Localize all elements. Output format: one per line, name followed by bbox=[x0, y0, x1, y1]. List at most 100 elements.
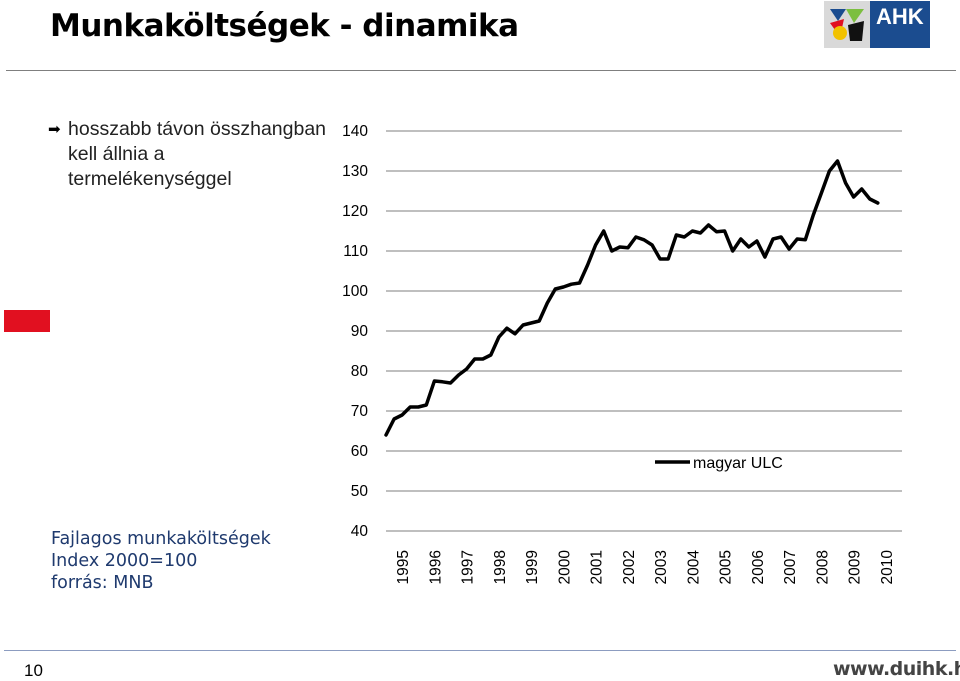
data-point bbox=[732, 250, 734, 252]
data-point bbox=[651, 244, 653, 246]
data-point bbox=[401, 414, 403, 416]
x-tick-label-1998: 1998 bbox=[492, 550, 509, 584]
gridlines bbox=[386, 130, 902, 532]
footer-divider bbox=[4, 650, 956, 651]
y-tick-label-140: 140 bbox=[342, 123, 368, 140]
x-tick-label-2002: 2002 bbox=[621, 550, 638, 584]
data-point bbox=[627, 247, 629, 249]
chart-legend: magyar ULC bbox=[655, 455, 783, 472]
data-point bbox=[522, 324, 524, 326]
data-point bbox=[498, 336, 500, 338]
data-point bbox=[643, 239, 645, 241]
data-point bbox=[748, 246, 750, 248]
data-point bbox=[385, 434, 387, 436]
caption-line-3: forrás: MNB bbox=[51, 573, 154, 593]
data-point bbox=[812, 214, 814, 216]
data-point bbox=[587, 264, 589, 266]
arrow-right-icon: ➡ bbox=[48, 121, 61, 138]
x-tick-label-1997: 1997 bbox=[460, 550, 477, 584]
data-point bbox=[796, 238, 798, 240]
x-tick-label-2000: 2000 bbox=[556, 550, 573, 585]
x-tick-label-2010: 2010 bbox=[879, 550, 896, 585]
y-tick-label-40: 40 bbox=[351, 523, 369, 540]
legend-label-0: magyar ULC bbox=[693, 455, 783, 472]
chart-caption: Fajlagos munkaköltségek Index 2000=100 f… bbox=[51, 528, 271, 594]
x-axis-ticks: 1995 1996 1997 1998 1999 2000 2001 2002 2003 2004… bbox=[395, 550, 896, 585]
x-tick-label-2009: 2009 bbox=[847, 550, 864, 584]
y-axis-ticks: 40 50 60 70 80 90 100 110 120 130 140 bbox=[342, 123, 368, 540]
data-point bbox=[595, 244, 597, 246]
series-line-0 bbox=[384, 159, 880, 437]
data-point bbox=[570, 283, 573, 285]
logo-mark bbox=[824, 1, 870, 48]
x-tick-label-2001: 2001 bbox=[589, 550, 606, 584]
data-point bbox=[441, 381, 443, 383]
data-point bbox=[724, 230, 726, 232]
data-point bbox=[425, 404, 427, 406]
x-tick-label-2004: 2004 bbox=[685, 550, 702, 585]
data-point bbox=[482, 358, 484, 360]
x-tick-label-2005: 2005 bbox=[718, 550, 735, 584]
y-tick-label-70: 70 bbox=[351, 403, 369, 420]
data-point bbox=[554, 288, 556, 290]
ulc-line-chart: 40 50 60 70 80 90 100 110 120 130 140 1995 1996 1997… bbox=[342, 123, 902, 585]
data-point bbox=[538, 320, 540, 322]
data-point bbox=[804, 239, 806, 241]
data-point bbox=[845, 182, 847, 184]
data-point bbox=[466, 368, 468, 370]
logo-text: AHK bbox=[876, 4, 924, 29]
footer-url: www.duihk.hu bbox=[833, 658, 960, 680]
data-point bbox=[683, 236, 685, 238]
logo-ahk-block bbox=[870, 1, 930, 48]
data-point bbox=[546, 302, 548, 304]
bullet-point: ➡ hosszabb távon összhangban kell állnia… bbox=[48, 117, 328, 192]
x-tick-label-2006: 2006 bbox=[750, 550, 767, 584]
x-tick-label-2007: 2007 bbox=[782, 550, 799, 584]
data-point bbox=[619, 246, 621, 248]
red-marker bbox=[4, 310, 50, 332]
data-point bbox=[514, 333, 516, 335]
y-tick-label-130: 130 bbox=[342, 163, 368, 180]
data-point bbox=[861, 188, 863, 190]
data-point bbox=[788, 248, 790, 250]
data-point bbox=[828, 170, 831, 172]
data-point bbox=[691, 230, 694, 232]
data-point bbox=[449, 382, 452, 384]
data-point bbox=[836, 160, 839, 162]
y-tick-label-80: 80 bbox=[351, 363, 369, 380]
data-point bbox=[409, 406, 411, 408]
bullet-text: hosszabb távon összhangban kell állnia a… bbox=[68, 118, 327, 190]
data-point bbox=[578, 282, 581, 284]
data-point bbox=[764, 256, 766, 258]
x-tick-label-2008: 2008 bbox=[814, 550, 831, 584]
data-point bbox=[458, 374, 460, 376]
data-point bbox=[490, 354, 492, 356]
data-point bbox=[611, 250, 613, 252]
x-tick-label-2003: 2003 bbox=[653, 550, 670, 584]
y-tick-label-50: 50 bbox=[351, 483, 369, 500]
x-tick-label-1996: 1996 bbox=[427, 550, 444, 584]
data-point bbox=[474, 358, 476, 360]
series-group bbox=[384, 159, 880, 437]
data-point bbox=[820, 192, 823, 194]
title-divider bbox=[6, 70, 956, 71]
caption-line-2: Index 2000=100 bbox=[51, 551, 198, 571]
page-number: 10 bbox=[24, 661, 43, 680]
caption-line-1: Fajlagos munkaköltségek bbox=[51, 529, 271, 549]
y-tick-label-110: 110 bbox=[343, 243, 368, 260]
data-point bbox=[635, 236, 637, 238]
data-point bbox=[562, 286, 565, 288]
data-point bbox=[740, 238, 742, 240]
data-point bbox=[853, 196, 855, 198]
data-point bbox=[772, 238, 774, 240]
data-point bbox=[667, 258, 669, 260]
ahk-logo: AHK bbox=[824, 1, 930, 48]
y-tick-label-60: 60 bbox=[351, 443, 369, 460]
data-point bbox=[780, 236, 782, 238]
data-point bbox=[506, 327, 508, 329]
x-tick-label-1999: 1999 bbox=[524, 550, 541, 584]
data-point bbox=[530, 322, 532, 324]
data-point bbox=[433, 380, 435, 382]
data-point bbox=[716, 231, 718, 233]
data-point bbox=[707, 224, 710, 226]
